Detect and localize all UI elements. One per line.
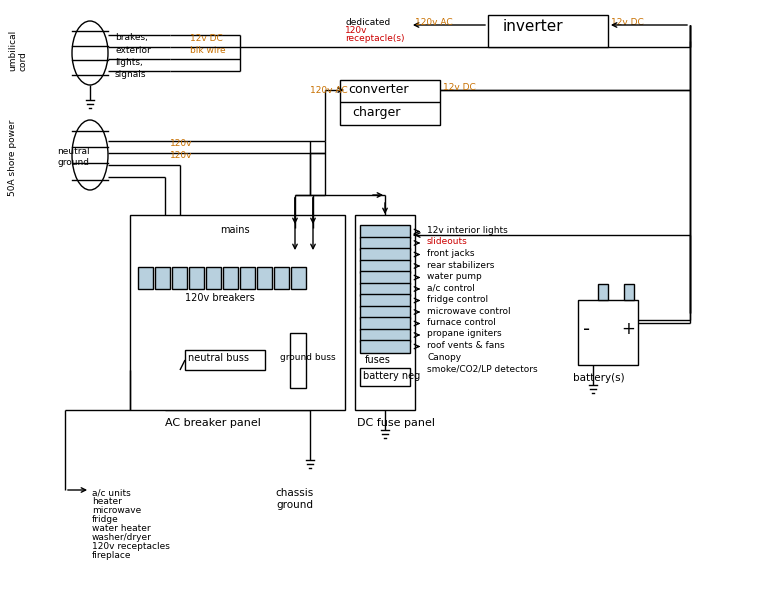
Text: converter: converter <box>348 83 409 96</box>
Bar <box>290 333 306 388</box>
Text: Canopy: Canopy <box>427 353 461 362</box>
Text: fireplace: fireplace <box>92 551 132 560</box>
Text: battery(s): battery(s) <box>573 373 625 383</box>
Bar <box>189 267 204 289</box>
Bar <box>360 237 410 249</box>
Text: rear stabilizers: rear stabilizers <box>427 260 495 269</box>
Text: umbilical
cord: umbilical cord <box>8 30 27 71</box>
Text: microwave: microwave <box>92 506 142 515</box>
Text: DC fuse panel: DC fuse panel <box>357 418 435 428</box>
Text: receptacle(s): receptacle(s) <box>345 34 405 43</box>
Bar <box>624 284 634 300</box>
Bar <box>130 215 345 410</box>
Bar <box>360 294 410 307</box>
Text: roof vents & fans: roof vents & fans <box>427 341 505 350</box>
Bar <box>340 80 440 125</box>
Text: 120v: 120v <box>170 151 193 160</box>
Text: dedicated: dedicated <box>345 18 390 27</box>
Text: microwave control: microwave control <box>427 306 511 315</box>
Text: 120v breakers: 120v breakers <box>185 293 255 303</box>
Text: inverter: inverter <box>503 19 564 34</box>
Text: mains: mains <box>220 225 250 235</box>
Text: ground: ground <box>57 158 89 167</box>
Text: signals: signals <box>115 70 147 79</box>
Text: water pump: water pump <box>427 272 482 281</box>
Text: fridge control: fridge control <box>427 295 488 304</box>
Text: neutral buss: neutral buss <box>188 353 249 363</box>
Text: brakes,: brakes, <box>115 33 148 42</box>
Text: 50A shore power: 50A shore power <box>8 120 17 196</box>
Bar <box>360 368 410 386</box>
Ellipse shape <box>72 120 108 190</box>
Text: water heater: water heater <box>92 524 151 533</box>
Bar <box>360 260 410 272</box>
Bar <box>360 283 410 295</box>
Text: neutral: neutral <box>57 147 90 156</box>
Bar <box>223 267 238 289</box>
Text: 12v DC: 12v DC <box>611 18 644 27</box>
Text: washer/dryer: washer/dryer <box>92 533 152 542</box>
Text: 120v: 120v <box>345 26 368 35</box>
Text: 120v receptacles: 120v receptacles <box>92 542 170 551</box>
Text: exterior: exterior <box>115 46 151 55</box>
Bar <box>240 267 255 289</box>
Bar <box>242 228 260 246</box>
Text: propane igniters: propane igniters <box>427 330 501 338</box>
Text: heater: heater <box>92 497 122 506</box>
Text: 120v AC: 120v AC <box>310 86 348 95</box>
Bar <box>274 267 289 289</box>
Bar <box>206 267 221 289</box>
Ellipse shape <box>72 21 108 85</box>
Bar <box>360 340 410 353</box>
Bar <box>257 267 272 289</box>
Bar <box>291 267 306 289</box>
Bar <box>360 329 410 341</box>
Text: 120v AC: 120v AC <box>415 18 453 27</box>
Text: furnace control: furnace control <box>427 318 496 327</box>
Text: battery neg: battery neg <box>363 371 420 381</box>
Text: 12v interior lights: 12v interior lights <box>427 226 508 235</box>
Text: lights,: lights, <box>115 58 143 67</box>
Text: smoke/CO2/LP detectors: smoke/CO2/LP detectors <box>427 364 537 373</box>
Bar <box>355 215 415 410</box>
Bar <box>488 15 608 47</box>
Bar <box>578 300 638 365</box>
Bar <box>138 267 153 289</box>
Text: 120v: 120v <box>170 139 193 148</box>
Text: front jacks: front jacks <box>427 249 475 258</box>
Bar <box>360 225 410 238</box>
Text: a/c control: a/c control <box>427 283 475 292</box>
Text: fridge: fridge <box>92 515 119 524</box>
Text: slideouts: slideouts <box>427 237 468 246</box>
Text: 12v DC: 12v DC <box>443 83 476 92</box>
Bar <box>360 306 410 318</box>
Text: +: + <box>621 320 635 338</box>
Text: -: - <box>583 320 590 339</box>
Bar <box>360 248 410 261</box>
Bar <box>172 267 187 289</box>
Text: chassis
ground: chassis ground <box>276 488 314 510</box>
Text: 12v DC: 12v DC <box>190 34 223 43</box>
Text: AC breaker panel: AC breaker panel <box>165 418 261 428</box>
Bar <box>218 228 236 246</box>
Bar <box>210 223 280 253</box>
Bar <box>360 317 410 330</box>
Text: charger: charger <box>352 106 400 119</box>
Text: blk wire: blk wire <box>190 46 225 55</box>
Text: a/c units: a/c units <box>92 488 131 497</box>
Text: fuses: fuses <box>365 355 391 365</box>
Bar <box>155 267 170 289</box>
Text: ground buss: ground buss <box>280 353 336 362</box>
Bar <box>185 350 265 370</box>
Bar <box>598 284 608 300</box>
Bar <box>360 271 410 284</box>
